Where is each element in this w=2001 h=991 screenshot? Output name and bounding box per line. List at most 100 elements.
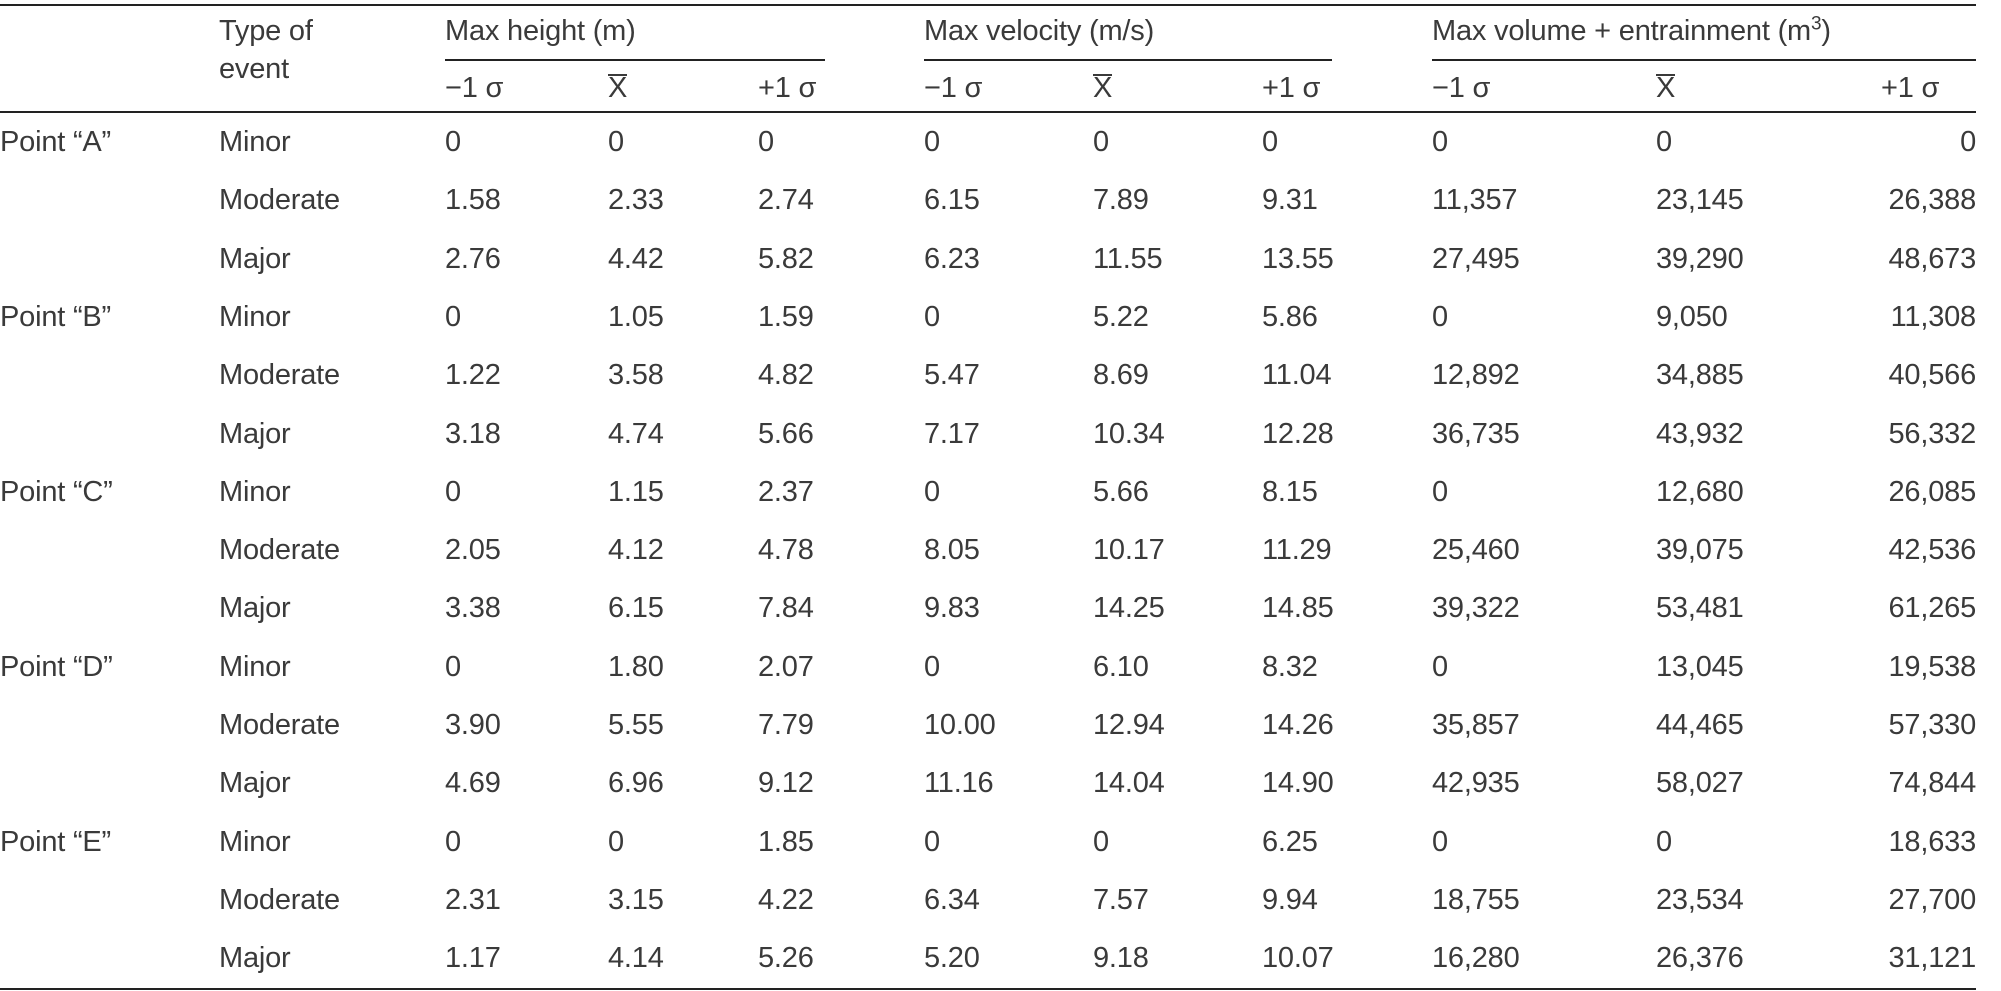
event-type: Major [219,242,291,275]
volume-mean: 43,932 [1656,417,1744,450]
volume-plus-sigma: 48,673 [1888,242,1977,275]
header-velocity-minus-sigma: −1 σ [924,72,983,104]
velocity-plus-sigma: 13.55 [1262,242,1334,275]
volume-minus-sigma: 0 [1432,126,1448,158]
velocity-minus-sigma: 7.17 [924,417,980,450]
height-mean: 3.58 [608,359,664,392]
table-bottom-rule [0,988,1976,990]
velocity-mean: 7.57 [1093,883,1149,916]
volume-mean: 39,075 [1656,534,1744,567]
velocity-plus-sigma: 6.25 [1262,825,1318,858]
header-height-plus-sigma: +1 σ [758,72,817,104]
velocity-minus-sigma: 0 [924,126,940,158]
velocity-plus-sigma: 14.85 [1262,592,1334,625]
velocity-minus-sigma: 0 [924,475,940,508]
height-mean: 0 [608,126,624,158]
volume-plus-sigma: 27,700 [1888,883,1977,916]
velocity-plus-sigma: 0 [1262,126,1278,158]
height-minus-sigma: 1.58 [445,184,501,217]
table-header-rule [0,111,1976,113]
volume-mean: 0 [1656,126,1672,158]
velocity-minus-sigma: 11.16 [924,767,994,800]
volume-minus-sigma: 0 [1432,300,1448,333]
velocity-plus-sigma: 12.28 [1262,417,1334,450]
event-type: Moderate [219,534,340,567]
event-type: Major [219,767,291,800]
height-plus-sigma: 5.66 [758,417,814,450]
velocity-mean: 12.94 [1093,709,1165,741]
volume-mean: 26,376 [1656,942,1744,975]
height-mean: 6.96 [608,767,664,800]
volume-mean: 23,534 [1656,883,1744,916]
volume-group-rule [1432,59,1976,61]
velocity-plus-sigma: 11.29 [1262,534,1332,567]
event-type: Moderate [219,709,340,741]
volume-minus-sigma: 36,735 [1432,417,1520,450]
header-height-mean: X [608,71,627,105]
volume-minus-sigma: 0 [1432,475,1448,508]
velocity-minus-sigma: 5.20 [924,942,980,975]
volume-minus-sigma: 25,460 [1432,534,1520,567]
height-minus-sigma: 4.69 [445,767,501,800]
velocity-group-rule [924,59,1332,61]
volume-mean: 39,290 [1656,242,1744,275]
point-label: Point “C” [0,475,113,508]
volume-plus-sigma: 42,536 [1888,534,1977,567]
volume-plus-sigma: 0 [1960,126,1976,158]
volume-plus-sigma: 61,265 [1888,592,1977,625]
point-label: Point “A” [0,126,112,158]
velocity-minus-sigma: 5.47 [924,359,980,392]
height-minus-sigma: 3.90 [445,709,501,741]
event-type: Minor [219,475,291,508]
header-velocity-plus-sigma: +1 σ [1262,72,1321,104]
height-minus-sigma: 3.18 [445,417,501,450]
event-type: Major [219,942,291,975]
height-mean: 3.15 [608,883,664,916]
velocity-plus-sigma: 9.31 [1262,184,1318,217]
volume-plus-sigma: 57,330 [1888,709,1977,741]
height-plus-sigma: 4.78 [758,534,814,567]
height-minus-sigma: 1.22 [445,359,501,392]
mean-symbol: X [1656,72,1676,104]
velocity-mean: 6.10 [1093,650,1149,683]
volume-minus-sigma: 27,495 [1432,242,1520,275]
velocity-mean: 0 [1093,825,1109,858]
point-label: Point “E” [0,825,112,858]
height-minus-sigma: 0 [445,126,461,158]
event-type: Major [219,417,291,450]
velocity-minus-sigma: 6.34 [924,883,980,916]
header-volume-plus-sigma: +1 σ [1881,72,1940,104]
velocity-minus-sigma: 9.83 [924,592,980,625]
height-minus-sigma: 0 [445,300,461,333]
velocity-plus-sigma: 9.94 [1262,883,1318,916]
velocity-plus-sigma: 8.32 [1262,650,1318,683]
volume-plus-sigma: 56,332 [1888,417,1977,450]
height-plus-sigma: 5.82 [758,242,814,275]
volume-minus-sigma: 0 [1432,825,1448,858]
volume-mean: 13,045 [1656,650,1744,683]
volume-plus-sigma: 31,121 [1888,942,1977,975]
height-mean: 2.33 [608,184,664,217]
volume-minus-sigma: 11,357 [1432,184,1518,217]
volume-plus-sigma: 26,388 [1888,184,1977,217]
height-mean: 6.15 [608,592,664,625]
volume-mean: 0 [1656,825,1672,858]
volume-mean: 9,050 [1656,300,1728,333]
height-mean: 4.12 [608,534,664,567]
header-max-velocity: Max velocity (m/s) [924,15,1155,47]
volume-plus-sigma: 18,633 [1888,825,1977,858]
velocity-plus-sigma: 14.26 [1262,709,1334,741]
height-plus-sigma: 1.85 [758,825,814,858]
height-mean: 4.42 [608,242,664,275]
velocity-minus-sigma: 10.00 [924,709,996,741]
velocity-minus-sigma: 0 [924,825,940,858]
velocity-mean: 7.89 [1093,184,1149,217]
velocity-mean: 5.22 [1093,300,1149,333]
height-mean: 1.05 [608,300,664,333]
volume-plus-sigma: 26,085 [1888,475,1977,508]
volume-minus-sigma: 16,280 [1432,942,1520,975]
velocity-plus-sigma: 8.15 [1262,475,1318,508]
velocity-mean: 10.17 [1093,534,1165,567]
height-plus-sigma: 1.59 [758,300,814,333]
height-minus-sigma: 2.31 [445,883,501,916]
